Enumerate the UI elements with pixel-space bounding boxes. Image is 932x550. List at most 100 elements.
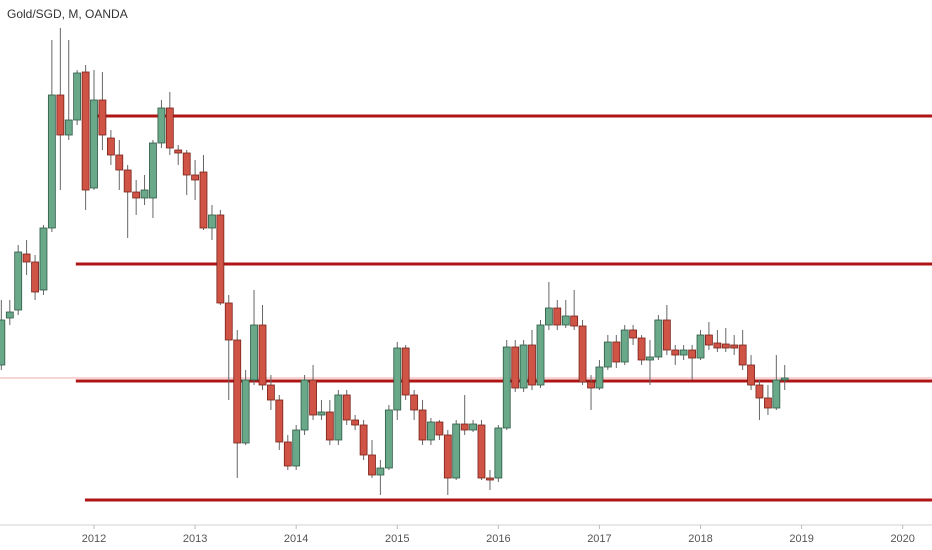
candle-body: [334, 394, 343, 441]
candle-body: [443, 434, 452, 479]
candle-body: [671, 349, 680, 356]
candle-body: [393, 347, 402, 411]
candle-body: [56, 94, 65, 136]
candle-body: [384, 409, 393, 469]
candle-body: [705, 334, 713, 346]
candle-body: [696, 334, 705, 359]
candle-body: [519, 344, 528, 389]
candle-body: [199, 171, 208, 229]
x-tick-label: 2017: [587, 533, 611, 545]
candle-body: [174, 149, 183, 154]
candle-body: [5, 311, 14, 319]
candle-body: [342, 394, 351, 421]
candle-body: [679, 349, 688, 356]
candle-body: [738, 344, 747, 366]
candle-body: [132, 191, 141, 199]
candle-body: [106, 137, 115, 156]
candle-body: [637, 337, 646, 361]
candle-body: [208, 214, 216, 229]
candle-body: [730, 344, 739, 349]
candle-body: [561, 315, 570, 326]
x-tick-label: 2013: [183, 533, 207, 545]
candle-body: [81, 71, 90, 191]
candle-body: [216, 214, 225, 304]
plot: [0, 28, 932, 502]
candle-body: [755, 384, 764, 399]
candle-body: [14, 251, 23, 311]
candle-body: [376, 467, 385, 476]
candle-body: [325, 411, 334, 441]
candle-body: [662, 319, 671, 351]
candle-body: [267, 384, 275, 401]
x-tick-label: 2015: [385, 533, 409, 545]
x-tick-label: 2014: [284, 533, 308, 545]
candle-body: [435, 421, 444, 436]
candle-body: [351, 419, 360, 426]
candle-body: [317, 411, 326, 416]
candle-body: [292, 429, 301, 467]
candle-body: [536, 324, 545, 386]
candle-body: [275, 399, 284, 443]
candle-body: [157, 107, 166, 144]
candle-body: [603, 341, 612, 368]
candle-body: [780, 377, 789, 381]
candle-body: [629, 329, 637, 339]
candle-body: [418, 409, 427, 441]
candle-body: [494, 427, 503, 479]
candle-body: [688, 349, 697, 359]
candle-body: [427, 421, 435, 441]
candle-body: [486, 477, 494, 481]
candle-body: [22, 253, 31, 263]
x-tick-label: 2020: [890, 533, 914, 545]
candle-body: [0, 319, 6, 366]
candle-body: [772, 379, 781, 409]
candle-body: [620, 329, 629, 363]
candle-body: [149, 142, 157, 199]
candle-body: [612, 341, 621, 363]
candle-body: [578, 325, 587, 383]
candle-body: [452, 423, 461, 479]
candle-body: [123, 169, 132, 193]
candle-body: [528, 344, 536, 386]
candle-body: [469, 423, 477, 431]
candle-body: [191, 174, 199, 181]
candle-body: [713, 342, 722, 349]
candle-body: [646, 356, 654, 361]
candle-body: [359, 424, 368, 456]
candle-body: [250, 324, 258, 381]
candle-body: [233, 339, 242, 444]
x-tick-label: 2012: [82, 533, 106, 545]
candle-body: [553, 307, 562, 326]
candle-body: [47, 94, 56, 229]
candle-body: [595, 366, 604, 389]
candle-body: [570, 315, 579, 327]
candle-body: [460, 423, 469, 431]
candle-body: [90, 99, 98, 189]
x-tick-label: 2018: [688, 533, 712, 545]
candle-body: [654, 319, 663, 358]
candle-body: [747, 364, 755, 386]
candle-body: [224, 302, 233, 341]
candle-body: [477, 424, 486, 479]
candle-body: [31, 261, 39, 293]
candle-body: [401, 347, 410, 396]
x-tick-label: 2019: [789, 533, 813, 545]
candle-body: [544, 307, 553, 326]
candle-body: [258, 324, 267, 386]
candle-body: [764, 397, 772, 409]
candle-body: [241, 379, 250, 444]
chart-title: Gold/SGD, M, OANDA: [7, 7, 128, 21]
candle-body: [309, 379, 317, 416]
candle-body: [73, 72, 82, 121]
candle-body: [98, 99, 107, 136]
candle-body: [64, 119, 73, 136]
candle-body: [140, 189, 149, 199]
candle-body: [39, 227, 48, 291]
candle-body: [368, 454, 376, 476]
candle-body: [300, 379, 309, 431]
candle-body: [115, 154, 124, 171]
x-tick-label: 2016: [486, 533, 510, 545]
candle-body: [502, 346, 511, 429]
